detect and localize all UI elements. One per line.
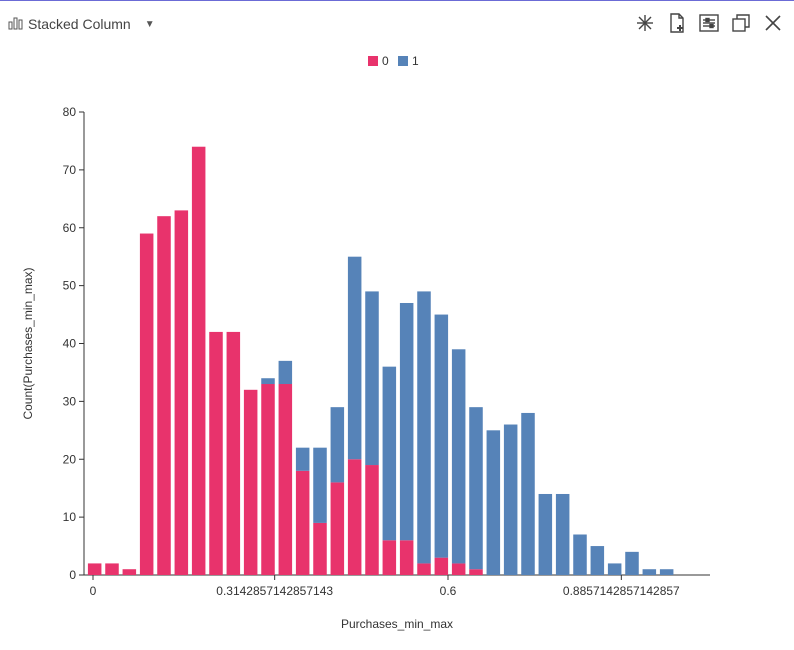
settings-panel-button[interactable] bbox=[698, 12, 720, 34]
bar-series-0[interactable] bbox=[226, 331, 241, 575]
bar-series-1[interactable] bbox=[261, 378, 275, 385]
bar-series-0[interactable] bbox=[382, 540, 397, 575]
bar-series-0[interactable] bbox=[261, 384, 275, 575]
bar-series-0[interactable] bbox=[399, 540, 414, 575]
y-tick-label: 10 bbox=[63, 510, 77, 524]
bar-series-1[interactable] bbox=[503, 424, 518, 575]
bar-series-1[interactable] bbox=[278, 360, 293, 385]
y-tick-label: 60 bbox=[63, 221, 77, 235]
top-border bbox=[0, 0, 794, 1]
bar-series-0[interactable] bbox=[209, 331, 223, 575]
bar-series-1[interactable] bbox=[347, 256, 362, 460]
chart-type-selector[interactable]: Stacked Column ▼ bbox=[8, 14, 155, 34]
bar-series-1[interactable] bbox=[365, 291, 379, 466]
bar-series-0[interactable] bbox=[451, 563, 466, 575]
bar-series-1[interactable] bbox=[642, 569, 657, 575]
bar-series-0[interactable] bbox=[330, 482, 345, 575]
close-button[interactable] bbox=[762, 12, 784, 34]
y-tick-label: 70 bbox=[63, 163, 77, 177]
y-tick-label: 0 bbox=[69, 568, 76, 582]
window-restore-icon bbox=[732, 14, 750, 32]
bar-series-0[interactable] bbox=[157, 216, 171, 575]
x-tick-label: 0 bbox=[90, 584, 97, 598]
file-plus-icon bbox=[668, 13, 686, 33]
legend-swatch-1[interactable] bbox=[398, 56, 408, 66]
bar-series-1[interactable] bbox=[486, 430, 501, 575]
sparkle-tool-button[interactable] bbox=[634, 12, 656, 34]
bar-series-1[interactable] bbox=[607, 563, 622, 575]
snowflake-icon bbox=[636, 14, 654, 32]
bar-series-1[interactable] bbox=[382, 366, 397, 541]
bar-series-0[interactable] bbox=[122, 569, 137, 575]
legend-swatch-0[interactable] bbox=[368, 56, 378, 66]
caret-down-icon[interactable]: ▼ bbox=[144, 18, 155, 30]
chart-type-label: Stacked Column bbox=[28, 16, 131, 32]
bar-series-1[interactable] bbox=[590, 546, 605, 575]
bar-series-0[interactable] bbox=[278, 384, 293, 575]
y-tick-label: 20 bbox=[63, 452, 77, 466]
bar-series-0[interactable] bbox=[87, 563, 102, 575]
bar-series-1[interactable] bbox=[295, 447, 310, 471]
x-axis-title: Purchases_min_max bbox=[341, 617, 453, 631]
bar-series-0[interactable] bbox=[347, 459, 362, 575]
bar-series-0[interactable] bbox=[365, 465, 379, 575]
bar-series-0[interactable] bbox=[417, 563, 431, 575]
y-tick-label: 80 bbox=[63, 105, 77, 119]
new-document-button[interactable] bbox=[666, 12, 688, 34]
bar-chart-icon bbox=[8, 16, 24, 33]
x-tick-label: 0.3142857142857143 bbox=[216, 584, 333, 598]
y-tick-label: 50 bbox=[63, 279, 77, 293]
legend-label-1: 1 bbox=[412, 54, 419, 68]
bar-series-1[interactable] bbox=[659, 569, 674, 575]
axes: 0 10 20 30 40 50 60 70 80 0 0.3142857142857143 0.6 0… bbox=[63, 105, 710, 598]
y-axis-title: Count(Purchases_min_max) bbox=[21, 267, 35, 419]
bar-series-0[interactable] bbox=[139, 233, 154, 576]
bar-series-1[interactable] bbox=[469, 407, 483, 570]
y-tick-label: 30 bbox=[63, 394, 77, 408]
x-tick-label: 0.6 bbox=[440, 584, 457, 598]
list-settings-icon bbox=[699, 14, 719, 32]
bar-series-1[interactable] bbox=[399, 302, 414, 541]
bars bbox=[87, 146, 674, 576]
bar-series-1[interactable] bbox=[434, 314, 449, 558]
bar-series-0[interactable] bbox=[295, 470, 310, 575]
bar-series-0[interactable] bbox=[243, 389, 258, 575]
bar-series-1[interactable] bbox=[573, 534, 587, 575]
bar-series-0[interactable] bbox=[174, 210, 189, 575]
bar-series-0[interactable] bbox=[191, 146, 206, 575]
bar-series-1[interactable] bbox=[451, 349, 466, 564]
legend-label-0: 0 bbox=[382, 54, 389, 68]
popout-button[interactable] bbox=[730, 12, 752, 34]
bar-series-0[interactable] bbox=[313, 522, 327, 575]
y-tick-label: 40 bbox=[63, 337, 77, 351]
bar-series-1[interactable] bbox=[625, 551, 639, 575]
chart-tools bbox=[634, 12, 784, 34]
bar-series-0[interactable] bbox=[469, 569, 483, 575]
bar-series-1[interactable] bbox=[417, 291, 431, 564]
x-tick-label: 0.8857142857142857 bbox=[563, 584, 680, 598]
bar-series-1[interactable] bbox=[313, 447, 327, 523]
bar-series-0[interactable] bbox=[105, 563, 119, 575]
close-icon bbox=[765, 15, 781, 31]
bar-series-1[interactable] bbox=[555, 493, 570, 575]
chart-toolbar: Stacked Column ▼ bbox=[0, 8, 794, 40]
bar-series-0[interactable] bbox=[434, 557, 449, 575]
bar-series-1[interactable] bbox=[538, 493, 553, 575]
bar-series-1[interactable] bbox=[521, 412, 535, 575]
bar-series-1[interactable] bbox=[330, 407, 345, 483]
